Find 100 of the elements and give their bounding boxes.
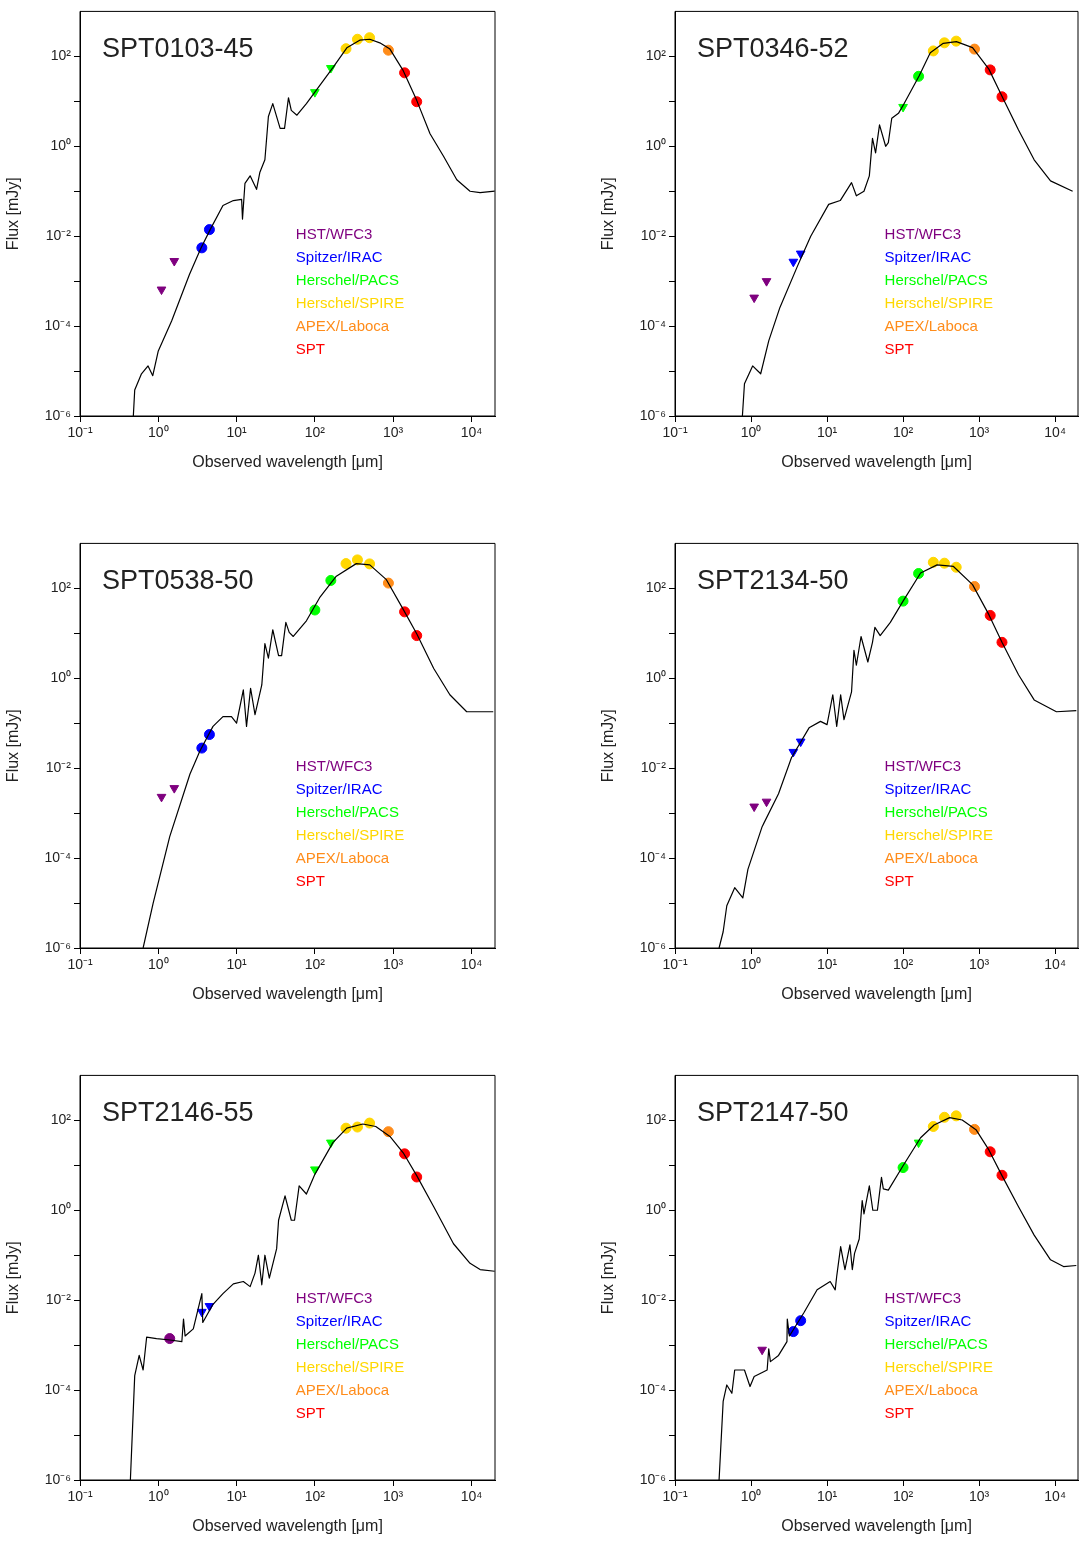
x-tick-label: 10² xyxy=(304,424,326,441)
text: SPT xyxy=(295,870,326,891)
text: Spitzer/IRAC xyxy=(884,778,973,799)
x-tick-label: 10⁰ xyxy=(740,956,762,973)
text: HST/WFC3 xyxy=(884,223,963,244)
x-tick-label: 10⁻¹ xyxy=(662,424,688,441)
x-tick-label: 10⁻¹ xyxy=(662,956,688,973)
y-tick-label: 10² xyxy=(50,47,72,64)
text: Herschel/PACS xyxy=(884,801,989,822)
y-tick-label: 10⁰ xyxy=(645,1201,666,1218)
y-tick-label: 10⁻⁶ xyxy=(639,406,666,423)
x-tick-label: 10³ xyxy=(968,424,990,441)
text: APEX/Laboca xyxy=(884,847,979,868)
y-tick-label: 10⁻⁴ xyxy=(639,316,666,333)
text: Spitzer/IRAC xyxy=(884,246,973,267)
y-tick-label: 10⁻⁶ xyxy=(639,1470,666,1487)
x-axis-title: Observed wavelength [μm] xyxy=(781,452,972,470)
y-tick-label: 10² xyxy=(50,579,72,596)
text: Herschel/PACS xyxy=(295,1333,400,1354)
text: Herschel/PACS xyxy=(295,269,400,290)
x-tick-label: 10⁰ xyxy=(148,1488,169,1505)
y-axis-title: Flux [mJy] xyxy=(599,709,617,783)
x-tick-label: 10³ xyxy=(968,1488,990,1505)
x-tick-label: 10⁰ xyxy=(148,424,169,441)
text: HST/WFC3 xyxy=(884,1287,963,1308)
y-tick-label: 10⁻⁶ xyxy=(44,938,71,955)
text: APEX/Laboca xyxy=(295,847,391,868)
y-tick-label: 10² xyxy=(645,579,667,596)
y-tick-label: 10⁰ xyxy=(50,669,71,686)
text: Herschel/SPIRE xyxy=(295,1356,405,1377)
text: Herschel/SPIRE xyxy=(295,824,405,845)
text: Spitzer/IRAC xyxy=(295,778,384,799)
text: APEX/Laboca xyxy=(884,1379,979,1400)
text: APEX/Laboca xyxy=(884,315,979,336)
text: HST/WFC3 xyxy=(295,755,374,776)
x-tick-label: 10⁴ xyxy=(460,424,483,441)
text: SPT0103-45 xyxy=(102,33,254,64)
y-axis-title: Flux [mJy] xyxy=(4,709,22,783)
y-tick-label: 10⁻⁴ xyxy=(44,316,71,333)
y-tick-label: 10⁻² xyxy=(640,227,667,244)
x-tick-label: 10³ xyxy=(383,424,404,441)
text: SPT xyxy=(295,1402,326,1423)
x-tick-label: 10⁰ xyxy=(148,956,169,973)
text: SPT xyxy=(884,338,915,359)
x-tick-label: 10³ xyxy=(383,1488,404,1505)
x-axis-title: Observed wavelength [μm] xyxy=(781,984,972,1002)
y-tick-label: 10⁰ xyxy=(645,669,666,686)
y-tick-label: 10⁻² xyxy=(45,1291,72,1308)
text: SPT2147-50 xyxy=(697,1097,849,1128)
text: HST/WFC3 xyxy=(295,223,374,244)
x-tick-label: 10⁰ xyxy=(740,1488,762,1505)
text: Herschel/SPIRE xyxy=(884,1356,993,1377)
x-tick-label: 10² xyxy=(892,1488,914,1505)
text: SPT0538-50 xyxy=(102,565,254,596)
x-tick-label: 10¹ xyxy=(226,1488,248,1505)
x-tick-label: 10² xyxy=(304,956,326,973)
x-tick-label: 10⁴ xyxy=(1044,1488,1066,1505)
y-tick-label: 10⁻⁶ xyxy=(44,1470,71,1487)
x-tick-label: 10¹ xyxy=(816,1488,838,1505)
x-tick-label: 10² xyxy=(304,1488,326,1505)
text: SPT2146-55 xyxy=(102,1097,254,1128)
x-tick-label: 10⁴ xyxy=(460,1488,483,1505)
x-axis-title: Observed wavelength [μm] xyxy=(781,1516,972,1534)
x-tick-label: 10¹ xyxy=(816,424,838,441)
x-tick-label: 10⁴ xyxy=(1044,424,1066,441)
y-tick-label: 10⁰ xyxy=(645,137,666,154)
text: Herschel/SPIRE xyxy=(884,824,993,845)
y-axis-title: Flux [mJy] xyxy=(599,177,617,251)
y-tick-label: 10⁻⁴ xyxy=(639,1380,666,1397)
text: SPT xyxy=(884,1402,915,1423)
y-tick-label: 10⁻⁴ xyxy=(44,848,71,865)
x-axis-title: Observed wavelength [μm] xyxy=(192,452,383,470)
x-tick-label: 10³ xyxy=(968,956,990,973)
text: Herschel/PACS xyxy=(884,269,989,290)
y-tick-label: 10⁻² xyxy=(640,1291,667,1308)
x-tick-label: 10² xyxy=(892,424,914,441)
y-tick-label: 10⁰ xyxy=(50,1201,71,1218)
text: SPT2134-50 xyxy=(697,565,849,596)
text: Spitzer/IRAC xyxy=(295,1310,384,1331)
text: HST/WFC3 xyxy=(884,755,963,776)
text: APEX/Laboca xyxy=(295,315,391,336)
y-axis-title: Flux [mJy] xyxy=(4,177,22,251)
text: Herschel/PACS xyxy=(295,801,400,822)
y-tick-label: 10⁻⁶ xyxy=(639,938,666,955)
x-tick-label: 10⁴ xyxy=(1044,956,1066,973)
x-tick-label: 10⁻¹ xyxy=(67,1488,93,1505)
y-tick-label: 10⁻⁴ xyxy=(639,848,666,865)
y-tick-label: 10⁻⁴ xyxy=(44,1380,71,1397)
x-tick-label: 10¹ xyxy=(816,956,838,973)
y-tick-label: 10⁻² xyxy=(45,227,72,244)
y-tick-label: 10⁰ xyxy=(50,137,71,154)
text: Herschel/SPIRE xyxy=(295,292,405,313)
y-axis-title: Flux [mJy] xyxy=(599,1241,617,1315)
text: APEX/Laboca xyxy=(295,1379,391,1400)
text: Spitzer/IRAC xyxy=(884,1310,973,1331)
x-tick-label: 10⁻¹ xyxy=(67,424,93,441)
x-axis-title: Observed wavelength [μm] xyxy=(192,1516,383,1534)
x-tick-label: 10⁻¹ xyxy=(67,956,93,973)
x-tick-label: 10⁻¹ xyxy=(662,1488,688,1505)
x-tick-label: 10¹ xyxy=(226,424,248,441)
